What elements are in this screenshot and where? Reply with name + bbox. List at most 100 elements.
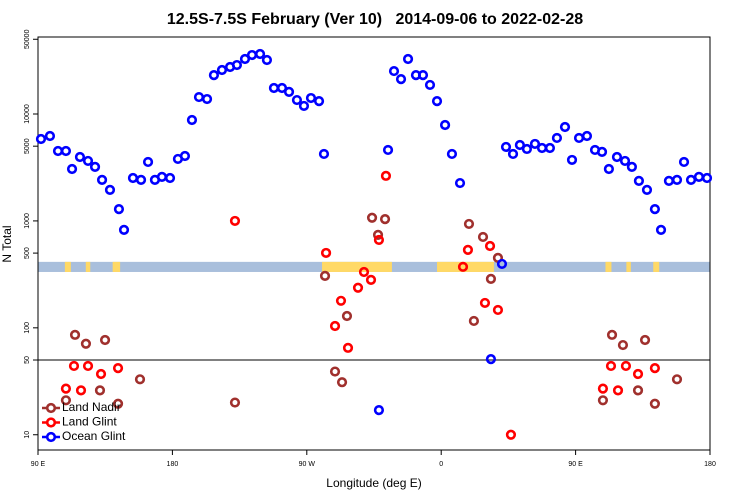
data-point bbox=[639, 334, 651, 346]
x-tick-label: 90 W bbox=[299, 461, 316, 468]
data-point bbox=[60, 145, 72, 157]
data-point bbox=[663, 175, 675, 186]
y-tick-label: 5000 bbox=[24, 138, 31, 154]
data-point bbox=[559, 121, 571, 133]
data-point bbox=[283, 86, 295, 97]
data-point bbox=[632, 385, 644, 396]
data-point bbox=[633, 175, 645, 186]
data-point bbox=[94, 385, 106, 396]
data-point bbox=[605, 360, 617, 372]
data-point bbox=[649, 203, 660, 215]
data-point bbox=[318, 148, 330, 160]
data-point bbox=[112, 363, 124, 374]
data-point bbox=[95, 368, 107, 380]
data-point bbox=[291, 94, 303, 106]
y-tick-label: 10000 bbox=[24, 104, 31, 124]
data-point bbox=[358, 266, 370, 278]
data-point bbox=[69, 329, 81, 340]
data-point bbox=[424, 79, 436, 91]
data-point bbox=[179, 150, 191, 162]
data-point bbox=[82, 155, 94, 167]
data-point bbox=[536, 142, 548, 154]
data-point bbox=[551, 132, 563, 144]
data-point bbox=[305, 92, 317, 104]
data-point bbox=[521, 143, 533, 155]
land-span bbox=[605, 261, 612, 272]
data-point bbox=[268, 82, 280, 94]
data-point bbox=[373, 405, 385, 416]
x-tick-label: 90 E bbox=[31, 461, 46, 468]
data-point bbox=[261, 54, 273, 66]
data-point bbox=[382, 144, 394, 156]
data-point bbox=[82, 360, 94, 372]
data-point bbox=[298, 100, 310, 112]
data-point bbox=[457, 261, 469, 272]
data-point bbox=[611, 151, 623, 163]
data-point bbox=[336, 377, 348, 388]
data-point bbox=[632, 368, 644, 380]
data-point bbox=[463, 218, 475, 230]
data-point bbox=[60, 383, 72, 394]
data-point bbox=[208, 70, 220, 81]
data-point bbox=[313, 96, 325, 107]
data-point bbox=[492, 304, 504, 316]
data-point bbox=[75, 385, 87, 396]
x-axis-label: Longitude (deg E) bbox=[326, 476, 421, 490]
data-point bbox=[693, 171, 705, 183]
data-point bbox=[617, 339, 629, 351]
data-point bbox=[246, 49, 258, 61]
land-span bbox=[626, 261, 631, 272]
data-point bbox=[701, 172, 713, 184]
data-point bbox=[68, 360, 80, 372]
data-point bbox=[431, 96, 443, 107]
data-point bbox=[454, 177, 466, 189]
legend-label: Land Glint bbox=[62, 415, 117, 429]
data-point bbox=[112, 398, 124, 409]
data-point bbox=[671, 174, 683, 185]
x-tick-label: 180 bbox=[167, 461, 179, 468]
data-point bbox=[612, 385, 624, 396]
data-point bbox=[35, 133, 47, 145]
y-tick-label: 50 bbox=[24, 356, 31, 364]
data-point bbox=[99, 334, 111, 346]
data-point bbox=[142, 156, 154, 168]
plot-frame bbox=[37, 36, 711, 451]
data-point bbox=[485, 273, 497, 284]
x-tick-label: 0 bbox=[439, 461, 443, 468]
data-point bbox=[118, 224, 130, 236]
data-point bbox=[395, 74, 407, 85]
data-point bbox=[372, 229, 384, 240]
data-point bbox=[529, 138, 541, 150]
data-point bbox=[671, 374, 683, 385]
data-point bbox=[186, 114, 198, 126]
data-point bbox=[229, 397, 241, 408]
data-point bbox=[388, 65, 400, 77]
data-point bbox=[620, 360, 632, 372]
data-point bbox=[649, 398, 660, 409]
data-point bbox=[365, 274, 377, 285]
data-point bbox=[52, 145, 64, 157]
data-point bbox=[462, 244, 474, 255]
data-point bbox=[566, 154, 578, 166]
data-point bbox=[201, 93, 213, 105]
data-point bbox=[485, 353, 497, 365]
data-point bbox=[229, 215, 241, 227]
land-span bbox=[85, 261, 91, 272]
data-point bbox=[373, 234, 385, 246]
data-point bbox=[626, 161, 637, 173]
data-point bbox=[366, 212, 378, 223]
land-span bbox=[64, 261, 71, 272]
data-point bbox=[74, 151, 86, 163]
y-tick-label: 500 bbox=[24, 247, 31, 259]
data-point bbox=[544, 142, 556, 154]
legend-marker bbox=[45, 417, 57, 428]
data-point bbox=[135, 174, 147, 185]
data-point bbox=[352, 282, 364, 293]
land-span bbox=[437, 261, 494, 272]
x-tick-label: 180 bbox=[704, 461, 716, 468]
legend-marker bbox=[45, 402, 57, 414]
x-tick-label: 90 E bbox=[568, 461, 583, 468]
data-point bbox=[477, 231, 489, 243]
data-point bbox=[231, 59, 243, 71]
data-point bbox=[597, 383, 609, 394]
